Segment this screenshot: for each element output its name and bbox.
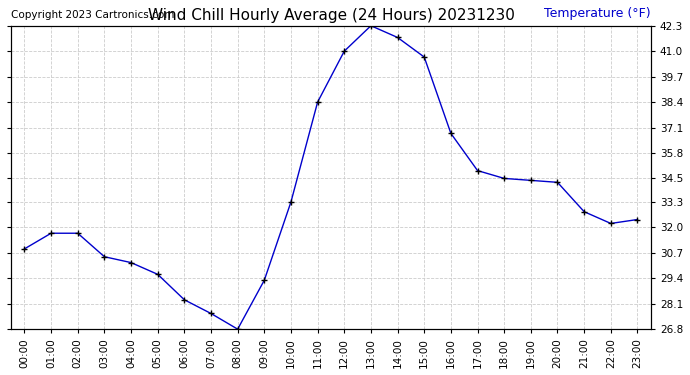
Text: Copyright 2023 Cartronics.com: Copyright 2023 Cartronics.com [11, 10, 175, 20]
Title: Wind Chill Hourly Average (24 Hours) 20231230: Wind Chill Hourly Average (24 Hours) 202… [148, 8, 514, 23]
Text: Temperature (°F): Temperature (°F) [544, 7, 651, 20]
